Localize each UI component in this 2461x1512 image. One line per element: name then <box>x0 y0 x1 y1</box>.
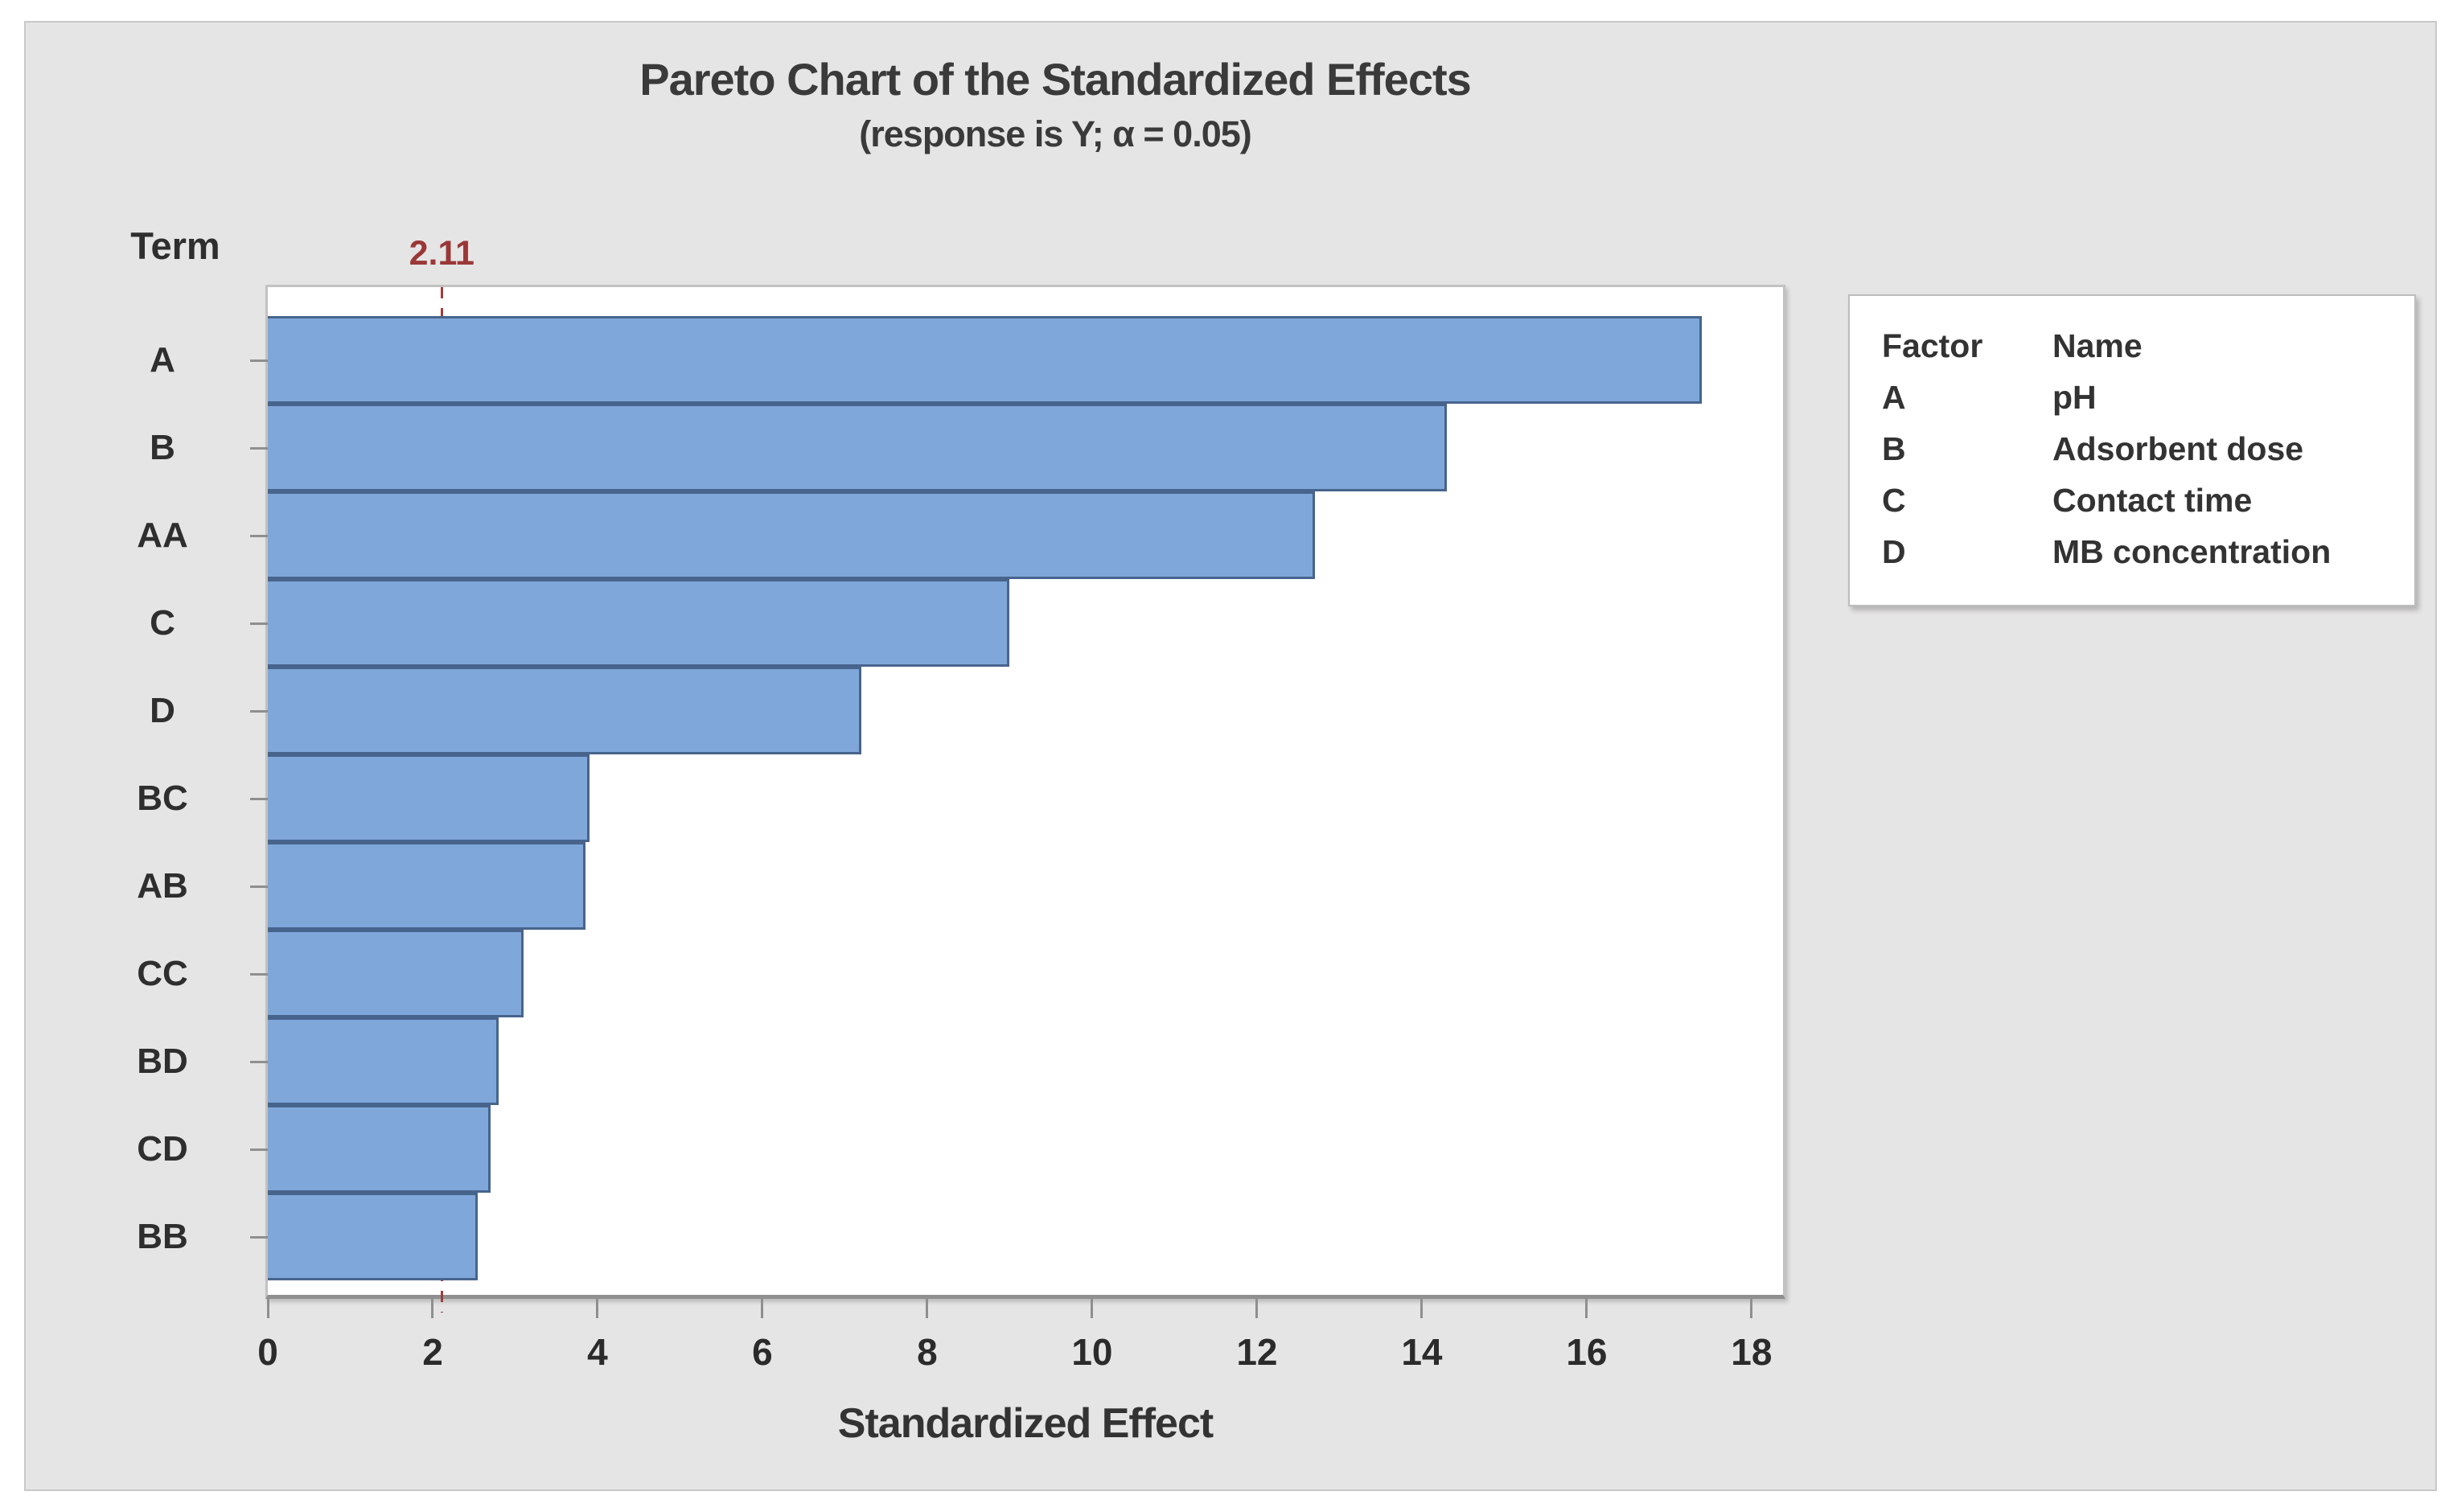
x-tick-label-10: 10 <box>1071 1331 1113 1373</box>
bar-B <box>268 404 1447 491</box>
legend-factor-C: C <box>1882 482 1906 519</box>
term-label-BC: BC <box>137 779 188 818</box>
legend-factor-A: A <box>1882 379 1906 416</box>
y-tick-CD <box>250 1148 268 1151</box>
term-label-C: C <box>150 603 175 643</box>
x-tick-label-8: 8 <box>917 1331 938 1373</box>
bar-AB <box>268 842 585 930</box>
y-tick-C <box>250 622 268 625</box>
bar-D <box>268 667 861 754</box>
bar-BB <box>268 1193 478 1280</box>
x-tick-0 <box>266 1299 269 1318</box>
legend-header-name: Name <box>2052 327 2143 364</box>
y-tick-AB <box>250 885 268 888</box>
bar-A <box>268 316 1702 404</box>
x-tick-16 <box>1585 1299 1588 1318</box>
term-label-B: B <box>150 428 175 467</box>
term-label-AB: AB <box>137 866 188 906</box>
legend-name-B: Adsorbent dose <box>2052 430 2304 467</box>
bar-BC <box>268 754 590 842</box>
x-tick-18 <box>1750 1299 1753 1318</box>
legend-row-C: C Contact time <box>1882 475 2393 526</box>
bar-CD <box>268 1105 491 1193</box>
title-block: Pareto Chart of the Standardized Effects… <box>267 53 1843 155</box>
bar-CC <box>268 930 524 1017</box>
plot-area: 2.11 A B AA C D BC AB CC BD CD BB 0 2 4 6 8 10 12 14 16 18 <box>137 234 1785 1373</box>
legend-name-A: pH <box>2052 379 2097 416</box>
chart-title: Pareto Chart of the Standardized Effects <box>639 54 1472 105</box>
bar-C <box>268 579 1009 667</box>
figure-frame: Pareto Chart of the Standardized Effects… <box>24 21 2437 1491</box>
legend-header-factor: Factor <box>1882 327 1983 364</box>
x-tick-label-2: 2 <box>422 1331 443 1373</box>
x-tick-label-12: 12 <box>1236 1331 1278 1373</box>
bar-BD <box>268 1017 499 1105</box>
legend-factor-B: B <box>1882 430 1906 467</box>
y-tick-BC <box>250 797 268 800</box>
x-tick-label-14: 14 <box>1401 1331 1443 1373</box>
term-label-BB: BB <box>137 1217 188 1256</box>
legend-factor-D: D <box>1882 533 1906 570</box>
x-tick-label-18: 18 <box>1731 1331 1773 1373</box>
term-label-CC: CC <box>137 954 188 993</box>
bar-AA <box>268 491 1315 579</box>
y-tick-CC <box>250 972 268 976</box>
x-tick-12 <box>1255 1299 1259 1318</box>
reference-line-label: 2.11 <box>409 234 475 273</box>
x-tick-6 <box>761 1299 764 1318</box>
legend-row-B: B Adsorbent dose <box>1882 423 2393 475</box>
y-tick-B <box>250 446 268 450</box>
term-axis-label: Term <box>130 224 220 267</box>
x-tick-label-4: 4 <box>587 1331 608 1373</box>
y-tick-AA <box>250 534 268 537</box>
x-tick-8 <box>926 1299 929 1318</box>
y-tick-BB <box>250 1235 268 1239</box>
legend-header-row: Factor Name <box>1882 320 2393 372</box>
legend-name-D: MB concentration <box>2052 533 2332 570</box>
x-axis-title: Standardized Effect <box>837 1400 1214 1447</box>
y-tick-D <box>250 709 268 713</box>
x-tick-label-0: 0 <box>257 1331 278 1373</box>
term-label-BD: BD <box>137 1042 188 1081</box>
y-tick-BD <box>250 1060 268 1063</box>
x-tick-4 <box>596 1299 599 1318</box>
legend-name-C: Contact time <box>2052 482 2253 519</box>
legend-row-D: D MB concentration <box>1882 526 2393 577</box>
term-label-A: A <box>150 340 175 380</box>
x-tick-label-6: 6 <box>752 1331 773 1373</box>
chart-subtitle: (response is Y; α = 0.05) <box>859 113 1251 154</box>
x-tick-14 <box>1420 1299 1424 1318</box>
term-label-D: D <box>150 691 175 730</box>
x-tick-10 <box>1091 1299 1094 1318</box>
x-tick-label-16: 16 <box>1566 1331 1608 1373</box>
x-tick-2 <box>431 1299 434 1318</box>
term-label-AA: AA <box>137 516 188 555</box>
y-tick-A <box>250 359 268 362</box>
term-label-CD: CD <box>137 1129 188 1169</box>
